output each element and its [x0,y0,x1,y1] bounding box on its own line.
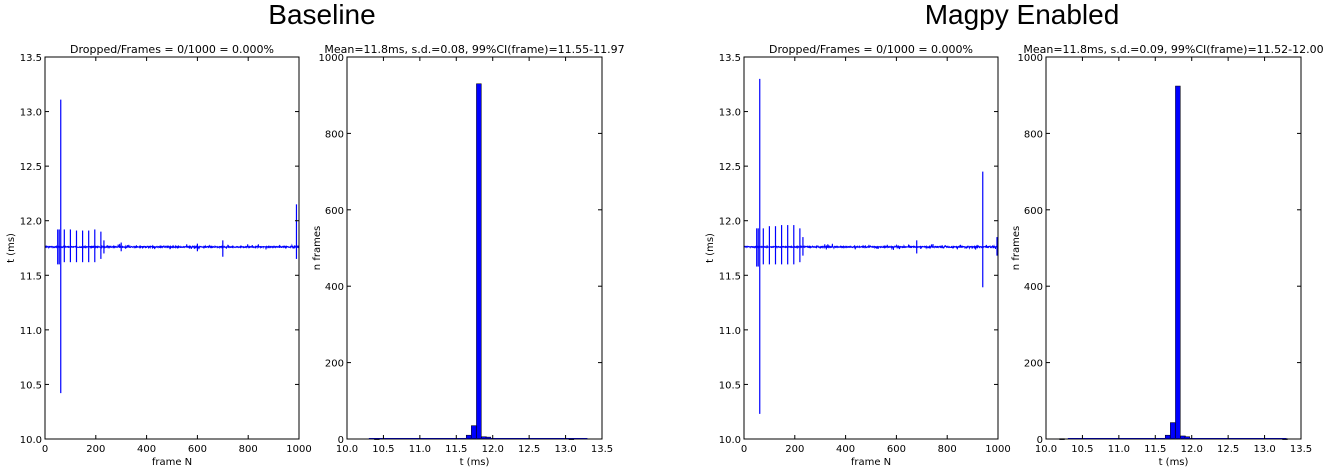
y-tick-label: 800 [1024,129,1043,140]
y-tick-label: 11.0 [20,326,42,337]
y-tick-label: 12.0 [20,217,42,228]
chart-2: 0 200 400 600 800 1000 10.0 10.5 11.0 11.5 12.0 12.… [705,43,1011,468]
y-tick-label: 0 [1037,435,1043,446]
x-tick-label: 11.0 [409,444,431,455]
series-line [44,243,300,250]
y-tick-label: 400 [1024,282,1043,293]
y-axis-label: t (ms) [6,233,17,263]
chart-title: Dropped/Frames = 0/1000 = 0.000% [70,43,274,56]
x-tick-label: 10.0 [1035,444,1057,455]
x-tick-label: 600 [887,444,906,455]
x-tick-label: 200 [86,444,105,455]
y-tick-label: 13.5 [719,53,741,64]
y-tick-label: 0 [338,435,344,446]
x-tick-label: 600 [188,444,207,455]
x-tick-label: 11.0 [1108,444,1130,455]
y-tick-label: 600 [1024,206,1043,217]
chart-title: Mean=11.8ms, s.d.=0.09, 99%CI(frame)=11.… [1023,43,1323,56]
axes-frame [44,56,300,440]
y-tick-label: 11.5 [20,271,42,282]
x-axis-label: frame N [152,457,192,468]
magpy-enabled-title: Magpy Enabled [924,0,1120,30]
x-tick-label: 10.5 [372,444,394,455]
y-tick-label: 1000 [1018,53,1043,64]
y-axis-label: n frames [1011,226,1022,270]
y-axis-label: n frames [312,226,323,270]
x-tick-label: 12.5 [518,444,540,455]
axes-frame [743,56,999,440]
x-tick-label: 800 [239,444,258,455]
y-tick-label: 10.5 [719,380,741,391]
y-tick-label: 12.0 [719,217,741,228]
y-tick-label: 800 [325,129,344,140]
bar-4 [1175,85,1181,440]
x-axis-label: t (ms) [460,457,490,468]
x-tick-label: 10.0 [336,444,358,455]
chart-title: Dropped/Frames = 0/1000 = 0.000% [769,43,973,56]
y-tick-label: 200 [325,359,344,370]
bar-3 [471,425,477,440]
x-tick-label: 13.5 [1290,444,1312,455]
bar-4 [476,83,482,440]
x-axis-label: frame N [851,457,891,468]
chart-3: 10.0 10.5 11.0 11.5 12.0 12.5 13.0 13.5 0 200 400 6… [1011,43,1324,468]
x-tick-label: 12.0 [1181,444,1203,455]
y-tick-label: 600 [325,206,344,217]
y-tick-label: 12.5 [20,162,42,173]
y-tick-label: 200 [1024,359,1043,370]
x-tick-label: 11.5 [445,444,467,455]
y-tick-label: 13.0 [719,108,741,119]
axes-frame [1045,56,1302,440]
x-tick-label: 12.0 [482,444,504,455]
x-axis-label: t (ms) [1159,457,1189,468]
y-axis-label: t (ms) [705,233,716,263]
y-tick-label: 10.0 [20,435,42,446]
y-tick-label: 13.0 [20,108,42,119]
series-line [743,243,999,251]
y-tick-label: 12.5 [719,162,741,173]
x-tick-label: 10.5 [1071,444,1093,455]
x-tick-label: 13.5 [591,444,613,455]
x-tick-label: 400 [836,444,855,455]
y-tick-label: 11.0 [719,326,741,337]
x-tick-label: 11.5 [1144,444,1166,455]
x-tick-label: 400 [137,444,156,455]
x-tick-label: 0 [741,444,747,455]
baseline-title: Baseline [268,0,376,30]
axes-frame [346,56,603,440]
x-tick-label: 0 [42,444,48,455]
x-tick-label: 12.5 [1217,444,1239,455]
y-tick-label: 1000 [319,53,344,64]
y-tick-label: 13.5 [20,53,42,64]
x-tick-label: 13.0 [554,444,576,455]
x-tick-label: 800 [938,444,957,455]
x-tick-label: 200 [785,444,804,455]
y-tick-label: 400 [325,282,344,293]
bar-3 [1170,422,1176,440]
x-tick-label: 13.0 [1253,444,1275,455]
y-tick-label: 10.0 [719,435,741,446]
chart-1: 10.0 10.5 11.0 11.5 12.0 12.5 13.0 13.5 0 200 400 6… [312,43,625,468]
y-tick-label: 10.5 [20,380,42,391]
chart-title: Mean=11.8ms, s.d.=0.08, 99%CI(frame)=11.… [324,43,624,56]
x-tick-label: 1000 [286,444,311,455]
y-tick-label: 11.5 [719,271,741,282]
chart-0: 0 200 400 600 800 1000 10.0 10.5 11.0 11.5 12.0 12.… [6,43,312,468]
x-tick-label: 1000 [985,444,1010,455]
